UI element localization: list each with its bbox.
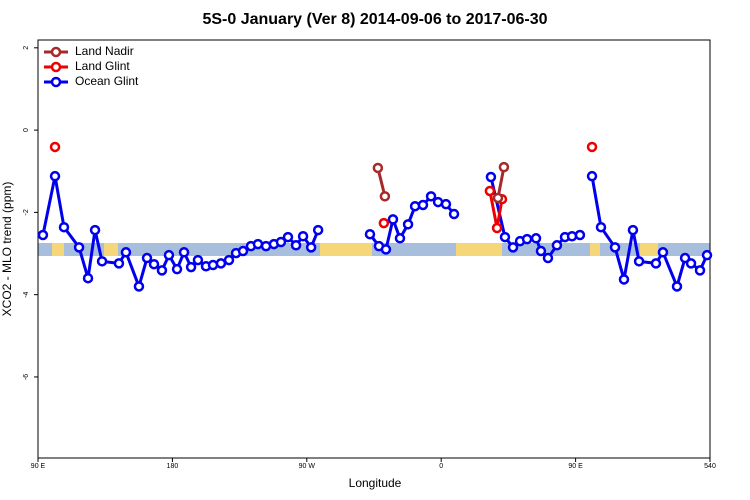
x-tick-label: 90 E	[568, 463, 583, 470]
point	[120, 247, 132, 258]
point	[49, 141, 61, 153]
point	[394, 233, 406, 244]
point	[491, 222, 503, 234]
point	[290, 240, 302, 251]
point	[492, 192, 504, 204]
point	[633, 256, 645, 267]
point	[379, 191, 391, 202]
point	[440, 198, 452, 210]
point	[586, 141, 598, 153]
point	[627, 224, 639, 236]
point	[574, 229, 586, 241]
point	[671, 281, 683, 292]
point	[58, 221, 70, 233]
point	[485, 171, 497, 183]
point	[133, 281, 145, 292]
point	[148, 258, 160, 270]
point	[305, 242, 317, 253]
legend-marker	[50, 76, 62, 88]
chart-title: 5S-0 January (Ver 8) 2014-09-06 to 2017-…	[202, 11, 547, 28]
point	[380, 244, 392, 255]
series-line	[376, 166, 506, 199]
point	[530, 233, 542, 244]
point	[650, 258, 662, 269]
x-axis-label: Longitude	[349, 476, 402, 490]
point	[282, 231, 294, 243]
point	[378, 217, 390, 229]
point	[618, 274, 630, 285]
point	[73, 242, 85, 253]
point	[484, 185, 496, 197]
point	[507, 242, 519, 253]
x-tick-label: 540	[704, 463, 716, 470]
point	[82, 272, 94, 284]
point	[156, 265, 168, 276]
point	[521, 233, 533, 245]
x-tick-label: 180	[167, 463, 179, 470]
point	[425, 191, 437, 202]
point	[609, 242, 621, 253]
point	[163, 249, 175, 261]
point	[364, 228, 376, 240]
point	[275, 236, 287, 248]
point	[595, 221, 607, 233]
x-tick-label: 90 E	[31, 463, 46, 470]
y-tick-label: -4	[23, 291, 30, 297]
y-tick-label: 2	[23, 46, 30, 50]
point	[701, 249, 713, 261]
point	[297, 230, 309, 242]
point	[657, 247, 669, 258]
point	[192, 254, 204, 266]
point	[37, 229, 49, 241]
point	[409, 200, 421, 212]
point	[402, 219, 414, 230]
point	[252, 238, 264, 250]
legend-label: Land Glint	[75, 59, 130, 73]
y-axis-label: XCO2 - MLO trend (ppm)	[0, 182, 14, 317]
point	[215, 258, 227, 269]
point	[237, 245, 249, 257]
point	[89, 224, 101, 236]
series-line	[41, 175, 709, 292]
legend-label: Ocean Glint	[75, 74, 139, 88]
x-tick-label: 90 W	[299, 463, 316, 470]
y-tick-label: -6	[23, 374, 30, 380]
point	[499, 231, 511, 243]
point	[223, 254, 235, 266]
point	[49, 170, 61, 182]
point	[312, 224, 324, 236]
point	[685, 258, 697, 269]
point	[171, 263, 183, 275]
point	[417, 199, 429, 211]
legend-label: Land Nadir	[75, 44, 134, 58]
point	[551, 240, 563, 251]
series-line	[490, 147, 592, 228]
plot-frame	[37, 39, 711, 459]
point	[178, 247, 190, 258]
point	[372, 162, 384, 174]
y-tick-label: 0	[23, 128, 30, 132]
point	[185, 261, 197, 273]
point	[498, 161, 510, 173]
point	[113, 258, 125, 269]
point	[694, 265, 706, 276]
legend-marker	[50, 46, 62, 58]
point	[141, 252, 153, 264]
point	[96, 256, 108, 267]
y-tick-label: -2	[23, 209, 30, 215]
point	[542, 252, 554, 264]
point	[448, 208, 460, 220]
point	[566, 230, 578, 242]
legend-marker	[50, 61, 62, 73]
point	[535, 245, 547, 257]
x-tick-label: 0	[439, 463, 443, 470]
point	[586, 170, 598, 182]
point	[387, 214, 399, 225]
